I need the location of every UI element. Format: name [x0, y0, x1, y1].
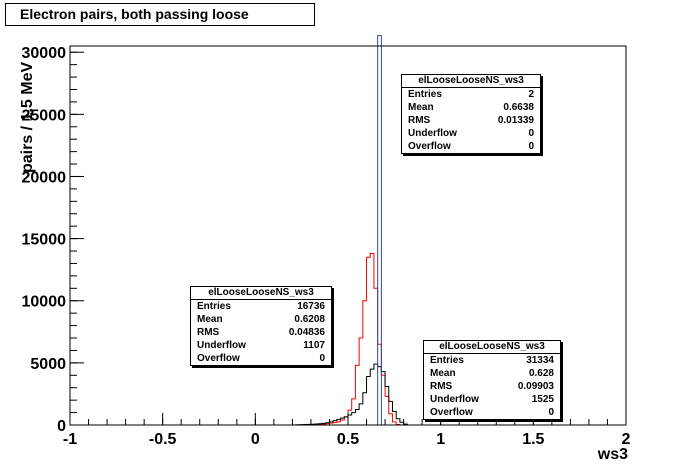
stats-row: Entries 31334 — [430, 355, 554, 366]
stats-row: Underflow 0 — [408, 128, 534, 139]
x-tick-label: -1 — [63, 431, 77, 448]
y-tick-label: 25000 — [22, 107, 67, 124]
stats-row: Overflow 0 — [408, 141, 534, 152]
stats-box-middle-left: elLooseLooseNS_ws3 Entries 16736 Mean 0.62… — [190, 286, 332, 366]
histogram-series-1 — [295, 363, 408, 426]
stats-title: elLooseLooseNS_ws3 — [402, 75, 540, 88]
stats-row: Overflow 0 — [197, 353, 325, 364]
y-tick-label: 10000 — [22, 294, 67, 311]
histogram-series-0 — [310, 253, 401, 426]
y-tick-label: 0 — [57, 418, 66, 435]
y-tick-label: 15000 — [22, 232, 67, 249]
stats-row: Entries 16736 — [197, 301, 325, 312]
x-axis-label: ws3 — [597, 446, 628, 463]
stats-row: Overflow 0 — [430, 407, 554, 418]
y-axis-label: pairs / 1.5 MeV — [19, 61, 36, 173]
histogram-series-2 — [377, 35, 382, 425]
stats-row: Underflow 1525 — [430, 394, 554, 405]
x-tick-label: 0.5 — [337, 431, 359, 448]
x-tick-label: 1 — [436, 431, 445, 448]
stats-row: Entries 2 — [408, 89, 534, 100]
x-tick-label: 2 — [622, 431, 631, 448]
x-tick-label: -0.5 — [149, 431, 177, 448]
stats-row: RMS 0.09903 — [430, 381, 554, 392]
y-tick-label: 30000 — [22, 45, 67, 62]
stats-box-top-right: elLooseLooseNS_ws3 Entries 2 Mean 0.6638 R… — [401, 74, 541, 154]
x-tick-label: 1.5 — [522, 431, 544, 448]
y-tick-label: 20000 — [22, 169, 67, 186]
stats-row: Mean 0.628 — [430, 368, 554, 379]
y-tick-label: 5000 — [30, 356, 66, 373]
stats-title: elLooseLooseNS_ws3 — [191, 287, 331, 300]
stats-row: RMS 0.01339 — [408, 115, 534, 126]
stats-row: Mean 0.6638 — [408, 102, 534, 113]
stats-row: RMS 0.04836 — [197, 327, 325, 338]
axes: -1 -0.5 0 0.5 1 1.5 2 0 5000 10000 15000 20000 25000… — [22, 45, 631, 448]
stats-row: Mean 0.6208 — [197, 314, 325, 325]
stats-row: Underflow 1107 — [197, 340, 325, 351]
stats-box-bottom-right: elLooseLooseNS_ws3 Entries 31334 Mean 0.62… — [423, 340, 561, 420]
chart-title: Electron pairs, both passing loose — [5, 3, 315, 26]
x-tick-label: 0 — [251, 431, 260, 448]
stats-title: elLooseLooseNS_ws3 — [424, 341, 560, 354]
histogram-layer — [295, 35, 408, 426]
